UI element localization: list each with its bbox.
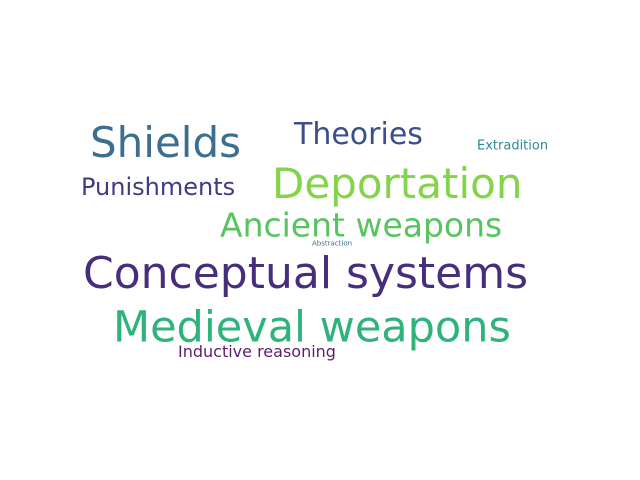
word-ancient-weapons: Ancient weapons xyxy=(220,205,503,245)
word-theories: Theories xyxy=(294,117,423,152)
word-extradition: Extradition xyxy=(477,138,549,154)
word-conceptual-systems: Conceptual systems xyxy=(83,248,529,299)
word-medieval-weapons: Medieval weapons xyxy=(113,302,511,353)
word-shields: Shields xyxy=(90,118,241,167)
word-punishments: Punishments xyxy=(81,173,236,201)
word-abstraction: Abstraction xyxy=(312,239,353,248)
word-deportation: Deportation xyxy=(272,159,523,208)
word-inductive-reasoning: Inductive reasoning xyxy=(178,342,336,361)
